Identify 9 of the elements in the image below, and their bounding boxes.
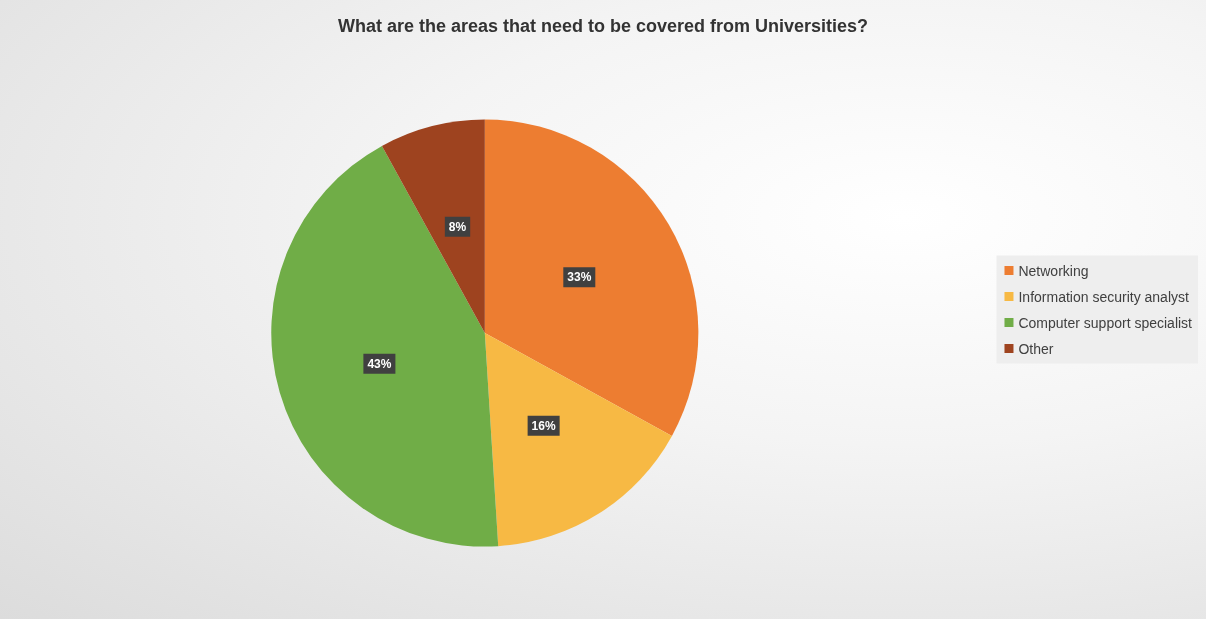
legend-label: Information security analyst bbox=[1018, 288, 1189, 305]
data-label: 33% bbox=[567, 270, 592, 285]
legend-label: Other bbox=[1018, 340, 1054, 357]
data-label: 16% bbox=[531, 418, 556, 433]
data-label: 8% bbox=[448, 219, 467, 234]
legend-label: Computer support specialist bbox=[1018, 314, 1193, 331]
data-label: 43% bbox=[367, 356, 392, 371]
legend-label: Networking bbox=[1018, 262, 1089, 279]
chart-title: What are the areas that need to be covered from Universities? bbox=[337, 16, 869, 36]
